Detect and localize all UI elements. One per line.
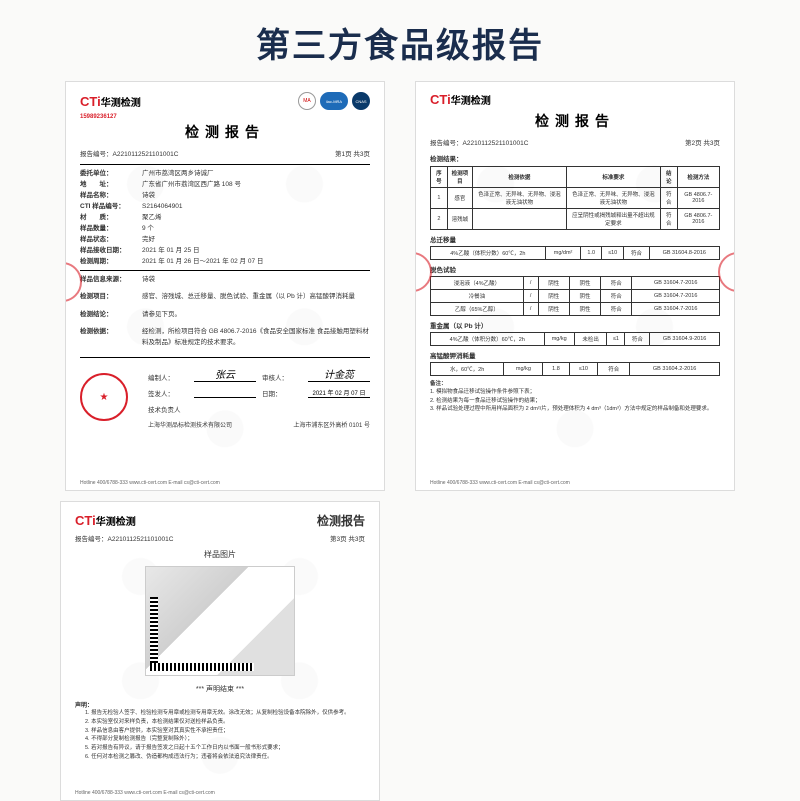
table-row: 2溶残城应呈阴性或揭残城释出量不超出规定要求符合GB 4806.7-2016 — [431, 209, 720, 230]
sample-photo-title: 样品图片 — [75, 549, 365, 560]
table-row: 水，60℃，2hmg/kg1.8≤10符合GB 31604.2-2016 — [431, 363, 720, 376]
accreditation-badges: MA ilac-MRA CNAS — [298, 92, 370, 110]
field-line: 材 质：聚乙烯 — [80, 212, 370, 223]
table-row: 4%乙酸（体积分数）60℃，2hmg/dm²1.0≤10符合GB 31604.8… — [431, 247, 720, 260]
field-line: 样品状态：完好 — [80, 234, 370, 245]
field-line: 委托单位：广州市荔湾区两乡诗诚厂 — [80, 168, 370, 179]
sample-photo — [145, 566, 295, 676]
field-line: 样品数量：9 个 — [80, 223, 370, 234]
ilac-badge: ilac-MRA — [320, 92, 348, 110]
reports-row-2: CTi华测检测 检测报告 报告编号：A2210112521101001C 第3页… — [0, 491, 800, 801]
notes: 备注： 1. 模拟物食品迁移试验操作条件参照下表；2. 检测结果为每一食品迁移试… — [430, 380, 720, 413]
hotline: 15989236127 — [80, 114, 370, 120]
declaration-list: 1. 报告无检验人签字、检验检测专用章或检测专用章无效。涂改无效；从复制检验设备… — [75, 709, 365, 762]
field-line: 样品接收日期：2021 年 01 月 25 日 — [80, 245, 370, 256]
reports-row-1: CTi华测检测 MA ilac-MRA CNAS 15989236127 检测报… — [0, 81, 800, 491]
report-title: 检测报告 — [430, 111, 720, 131]
field-line: CTI 样品编号：S2164064901 — [80, 201, 370, 212]
main-results-table: 序号检测项目检测依据标准要求结论检测方法 1感官色泽正常、无异味、无异物、浸泡液… — [430, 166, 720, 230]
table-row: 4%乙酸（体积分数）60℃，2hmg/kg未检出≤1符合GB 31604.9-2… — [431, 333, 720, 346]
report-page-2: CTi华测检测 检测报告 报告编号：A2210112521101001C 第2页… — [415, 81, 735, 491]
table-row: 1感官色泽正常、无异味、无异物、浸泡液无油状物色泽正常、无异味、无异物、浸泡液无… — [431, 188, 720, 209]
field-line: 检测结论：请参见下页。 — [80, 309, 370, 320]
table-row: 浸泡液（4%乙酸）/阴性阴性符合GB 31604.7-2016 — [431, 277, 720, 290]
end-of-report: *** 声明结束 *** — [75, 684, 365, 694]
signature-area: 编制人：张云审核人：计金蕊 签发人：日期：2021 年 02 月 07 日 技术… — [80, 366, 370, 429]
list-item: 3. 样品信息由客户提供，本实验室对其真实性不承担责任； — [85, 727, 365, 736]
list-item: 2. 本实验室仅对来样负责，本检测结果仅对送检样品负责。 — [85, 718, 365, 727]
list-item: 1. 报告无检验人签字、检验检测专用章或检测专用章无效。涂改无效；从复制检验设备… — [85, 709, 365, 718]
main-heading: 第三方食品级报告 — [0, 0, 800, 81]
list-item: 4. 不得部分复制检测报告（完整复制除外）； — [85, 735, 365, 744]
field-line: 样品信息来源：诗袋 — [80, 274, 370, 285]
report-title: 检测报告 — [80, 122, 370, 142]
report-page-1: CTi华测检测 MA ilac-MRA CNAS 15989236127 检测报… — [65, 81, 385, 491]
company-stamp — [80, 373, 128, 421]
field-line: 地 址：广东省广州市荔湾区西广路 108 号 — [80, 179, 370, 190]
cti-logo: CTi华测检测 — [430, 92, 491, 107]
field-line: 检测依据：经检测，所检项目符合 GB 4806.7-2016《食品安全国家标准 … — [80, 326, 370, 348]
cti-logo: CTi华测检测 — [80, 94, 141, 109]
ma-badge: MA — [298, 92, 316, 110]
table-row: 乙醇（65%乙醇）/阴性阴性符合GB 31604.7-2016 — [431, 303, 720, 316]
field-line: 检测项目：感官、溶残城、总迁移量、脱色试验、重金属（以 Pb 计）高锰酸钾消耗量 — [80, 291, 370, 302]
table-row: 冷餐油/阴性阴性符合GB 31604.7-2016 — [431, 290, 720, 303]
cti-logo: CTi华测检测 — [75, 513, 136, 528]
report-page-3: CTi华测检测 检测报告 报告编号：A2210112521101001C 第3页… — [60, 501, 380, 801]
list-item: 5. 若对报告有异议，请于报告签发之日起十五个工作日内以书面一般书形式要求； — [85, 744, 365, 753]
field-line: 样品名称：诗袋 — [80, 190, 370, 201]
logo-row: CTi华测检测 MA ilac-MRA CNAS — [80, 92, 370, 110]
cnas-badge: CNAS — [352, 92, 370, 110]
results-label: 检测结果： — [430, 153, 720, 163]
meta-row: 报告编号：A2210112521101001C 第1页 共3页 — [80, 148, 370, 158]
footer: Hotline 400/6788-333 www.cti-cert.com E-… — [80, 480, 370, 486]
field-line: 检测周期：2021 年 01 月 26 日～2021 年 02 月 07 日 — [80, 256, 370, 267]
list-item: 6. 任何对本检测之篡改、伪造都构成违法行为；违者将会依法追究法律责任。 — [85, 753, 365, 762]
